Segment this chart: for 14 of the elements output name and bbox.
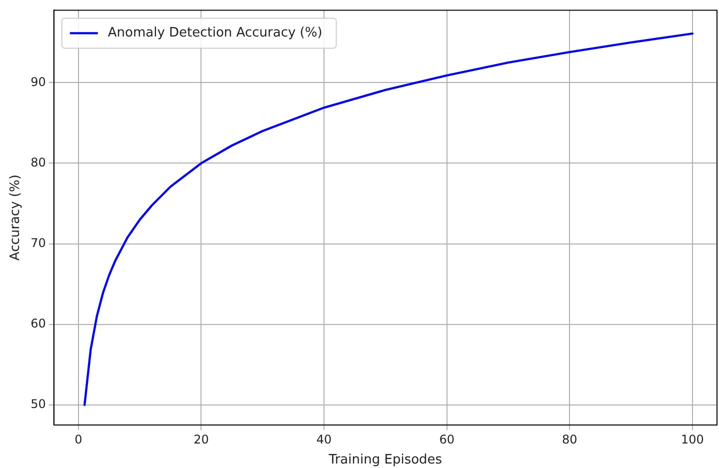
y-tick-label: 80	[30, 155, 46, 170]
y-axis-title: Accuracy (%)	[8, 174, 24, 261]
y-tick-label: 50	[30, 396, 46, 411]
x-tick-label: 60	[439, 432, 454, 446]
x-tick-label: 0	[74, 432, 82, 446]
x-axis-title: Training Episodes	[328, 452, 442, 468]
x-tick-label: 80	[562, 432, 578, 446]
x-tick-label: 100	[680, 432, 704, 446]
x-tick-label: 40	[316, 432, 332, 446]
legend-label: Anomaly Detection Accuracy (%)	[108, 26, 322, 41]
y-tick-label: 70	[30, 236, 46, 250]
x-tick-label: 20	[194, 432, 209, 446]
y-tick-label: 90	[30, 74, 46, 89]
y-tick-label: 60	[30, 316, 46, 330]
